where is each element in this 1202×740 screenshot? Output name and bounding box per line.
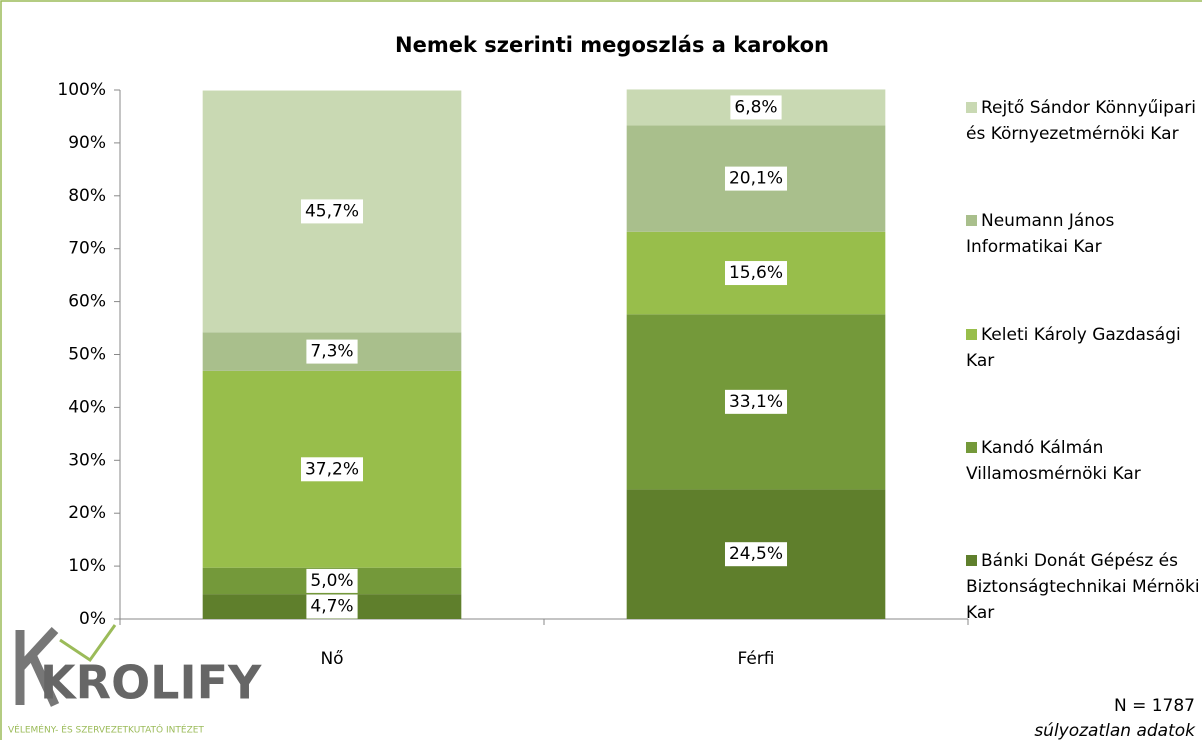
y-tick-label: 80%: [68, 186, 106, 206]
logo-mark: [15, 626, 60, 707]
data-label: 45,7%: [305, 201, 359, 221]
data-label-box: [306, 339, 358, 364]
y-tick-label: 50%: [68, 345, 106, 365]
data-label: 5,0%: [310, 571, 353, 591]
data-label-box: [306, 568, 358, 593]
y-tick-label: 90%: [68, 133, 106, 153]
logo-tagline: VÉLEMÉNY- ÉS SZERVEZETKUTATÓ INTÉZET: [8, 724, 204, 736]
y-tick-label: 30%: [68, 450, 106, 470]
legend-swatch: [966, 215, 977, 226]
y-tick-label: 10%: [68, 556, 106, 576]
data-label-box: [724, 261, 788, 286]
data-label: 15,6%: [729, 263, 783, 283]
legend-entry: Kandó Kálmán Villamosmérnöki Kar: [966, 435, 1202, 487]
legend-swatch: [966, 442, 977, 453]
y-tick-label: 40%: [68, 397, 106, 417]
data-label: 20,1%: [729, 169, 783, 189]
data-label-box: [300, 199, 364, 224]
legend-label: Neumann János Informatikai Kar: [966, 211, 1115, 257]
y-tick-label: 100%: [57, 80, 106, 100]
logo-accent: [59, 624, 117, 663]
data-label: 24,5%: [729, 544, 783, 564]
data-label: 33,1%: [729, 392, 783, 412]
data-label: 7,3%: [310, 342, 353, 362]
note: N = 1787: [1114, 696, 1195, 716]
chart-title: Nemek szerinti megoszlás a karokon: [395, 33, 829, 57]
data-label-box: [724, 166, 788, 191]
y-tick-label: 60%: [68, 292, 106, 312]
x-tick-label: Férfi: [737, 649, 774, 669]
logo-text: KROLIFY: [40, 656, 262, 710]
data-label-box: [730, 95, 782, 120]
data-label-box: [300, 457, 364, 482]
data-label: 6,8%: [734, 97, 777, 117]
legend-label: Bánki Donát Gépész és Biztonságtechnikai…: [966, 551, 1200, 623]
legend-entry: Keleti Károly Gazdasági Kar: [966, 322, 1202, 374]
data-label: 4,7%: [310, 597, 353, 617]
legend-swatch: [966, 329, 977, 340]
data-label-box: [306, 594, 358, 619]
legend-swatch: [966, 555, 977, 566]
y-tick-label: 70%: [68, 239, 106, 259]
legend-swatch: [966, 102, 977, 113]
legend-entry: Rejtő Sándor Könnyűipari és Környezetmér…: [966, 95, 1202, 147]
x-tick-label: Nő: [320, 649, 343, 669]
note: súlyozatlan adatok: [1034, 721, 1196, 740]
legend-label: Kandó Kálmán Villamosmérnöki Kar: [966, 438, 1141, 484]
y-tick-label: 20%: [68, 503, 106, 523]
legend-entry: Bánki Donát Gépész és Biztonságtechnikai…: [966, 548, 1202, 626]
legend-entry: Neumann János Informatikai Kar: [966, 208, 1202, 260]
data-label-box: [724, 389, 788, 414]
data-label-box: [724, 542, 788, 567]
y-tick-label: 0%: [79, 609, 106, 629]
data-label: 37,2%: [305, 459, 359, 479]
legend-label: Keleti Károly Gazdasági Kar: [966, 325, 1181, 371]
legend-label: Rejtő Sándor Könnyűipari és Környezetmér…: [966, 98, 1196, 144]
